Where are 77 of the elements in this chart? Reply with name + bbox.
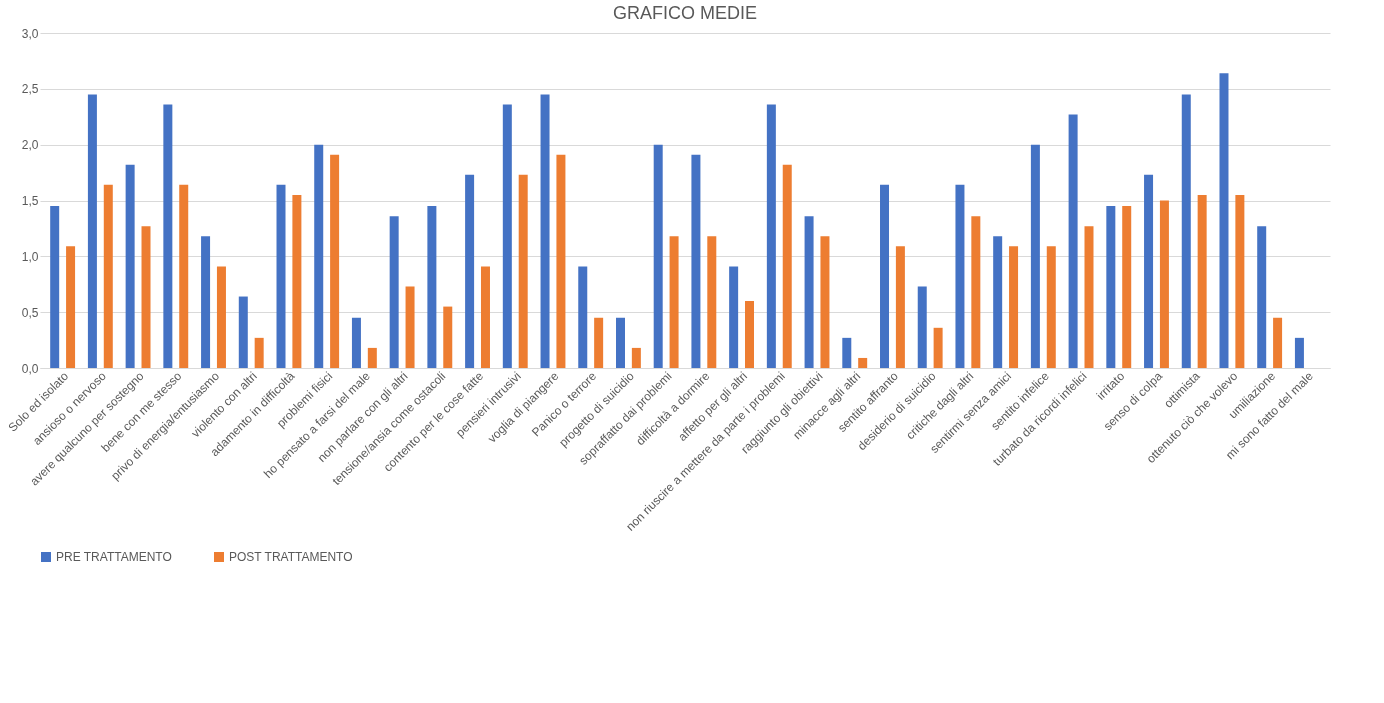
bar [540,94,550,368]
bar [653,144,663,368]
bar [691,154,701,368]
bar [594,317,604,368]
bar [163,104,173,368]
bar [1009,246,1019,368]
bar [238,296,248,368]
legend-label: POST TRATTAMENTO [229,550,353,564]
y-tick-label: 2,0 [21,138,39,153]
bar [66,246,76,368]
bar [578,266,588,368]
bar [1294,337,1304,368]
bar [179,184,189,368]
bar [917,286,927,368]
bar [820,236,830,368]
bar [254,337,264,368]
bar [1046,246,1056,368]
bar [880,184,890,368]
bar [405,286,415,368]
bar [858,357,868,368]
bar [933,327,943,368]
bar [669,236,679,368]
bar [1030,144,1040,368]
bar [314,144,324,368]
bar [103,184,113,368]
bar [1106,206,1116,368]
y-tick-label: 3,0 [21,26,39,41]
y-tick-label: 0,0 [21,361,39,376]
bar [842,337,852,368]
y-tick-label: 1,0 [21,249,39,264]
y-tick-label: 0,5 [21,305,39,320]
bar [971,216,981,368]
bar [707,236,717,368]
bar [1068,114,1078,368]
bar [804,216,814,368]
bar [1273,317,1283,368]
bar [351,317,361,368]
bar [1219,73,1229,368]
bar [631,347,641,368]
bar [292,194,302,368]
bar [216,266,226,368]
bar [745,301,755,368]
bar [502,104,512,368]
bar [1122,206,1132,368]
bar [367,347,377,368]
bar [427,206,437,368]
bar [141,226,151,368]
bar [1197,194,1207,368]
bar [50,206,60,368]
bar [955,184,965,368]
bar [125,164,135,368]
y-tick-label: 1,5 [21,194,39,208]
chart-title: GRAFICO MEDIE [612,3,758,23]
bar [201,236,211,368]
bar [1144,174,1154,368]
bar [276,184,286,368]
bar [1159,200,1169,368]
bar [993,236,1003,368]
bar [87,94,97,368]
bar [1084,226,1094,368]
bar [782,164,792,368]
bar [895,246,905,368]
bar [766,104,776,368]
bar [389,216,399,368]
bar [1181,94,1191,368]
y-tick-label: 2,5 [21,82,39,97]
bar [443,306,453,368]
bar [465,174,475,368]
bar [1235,194,1245,368]
legend-label: PRE TRATTAMENTO [56,550,172,564]
bar [330,154,340,368]
bar [1257,226,1267,368]
bar [729,266,739,368]
bar [518,174,528,368]
bar [480,266,490,368]
bar [556,154,566,368]
bar [615,317,625,368]
